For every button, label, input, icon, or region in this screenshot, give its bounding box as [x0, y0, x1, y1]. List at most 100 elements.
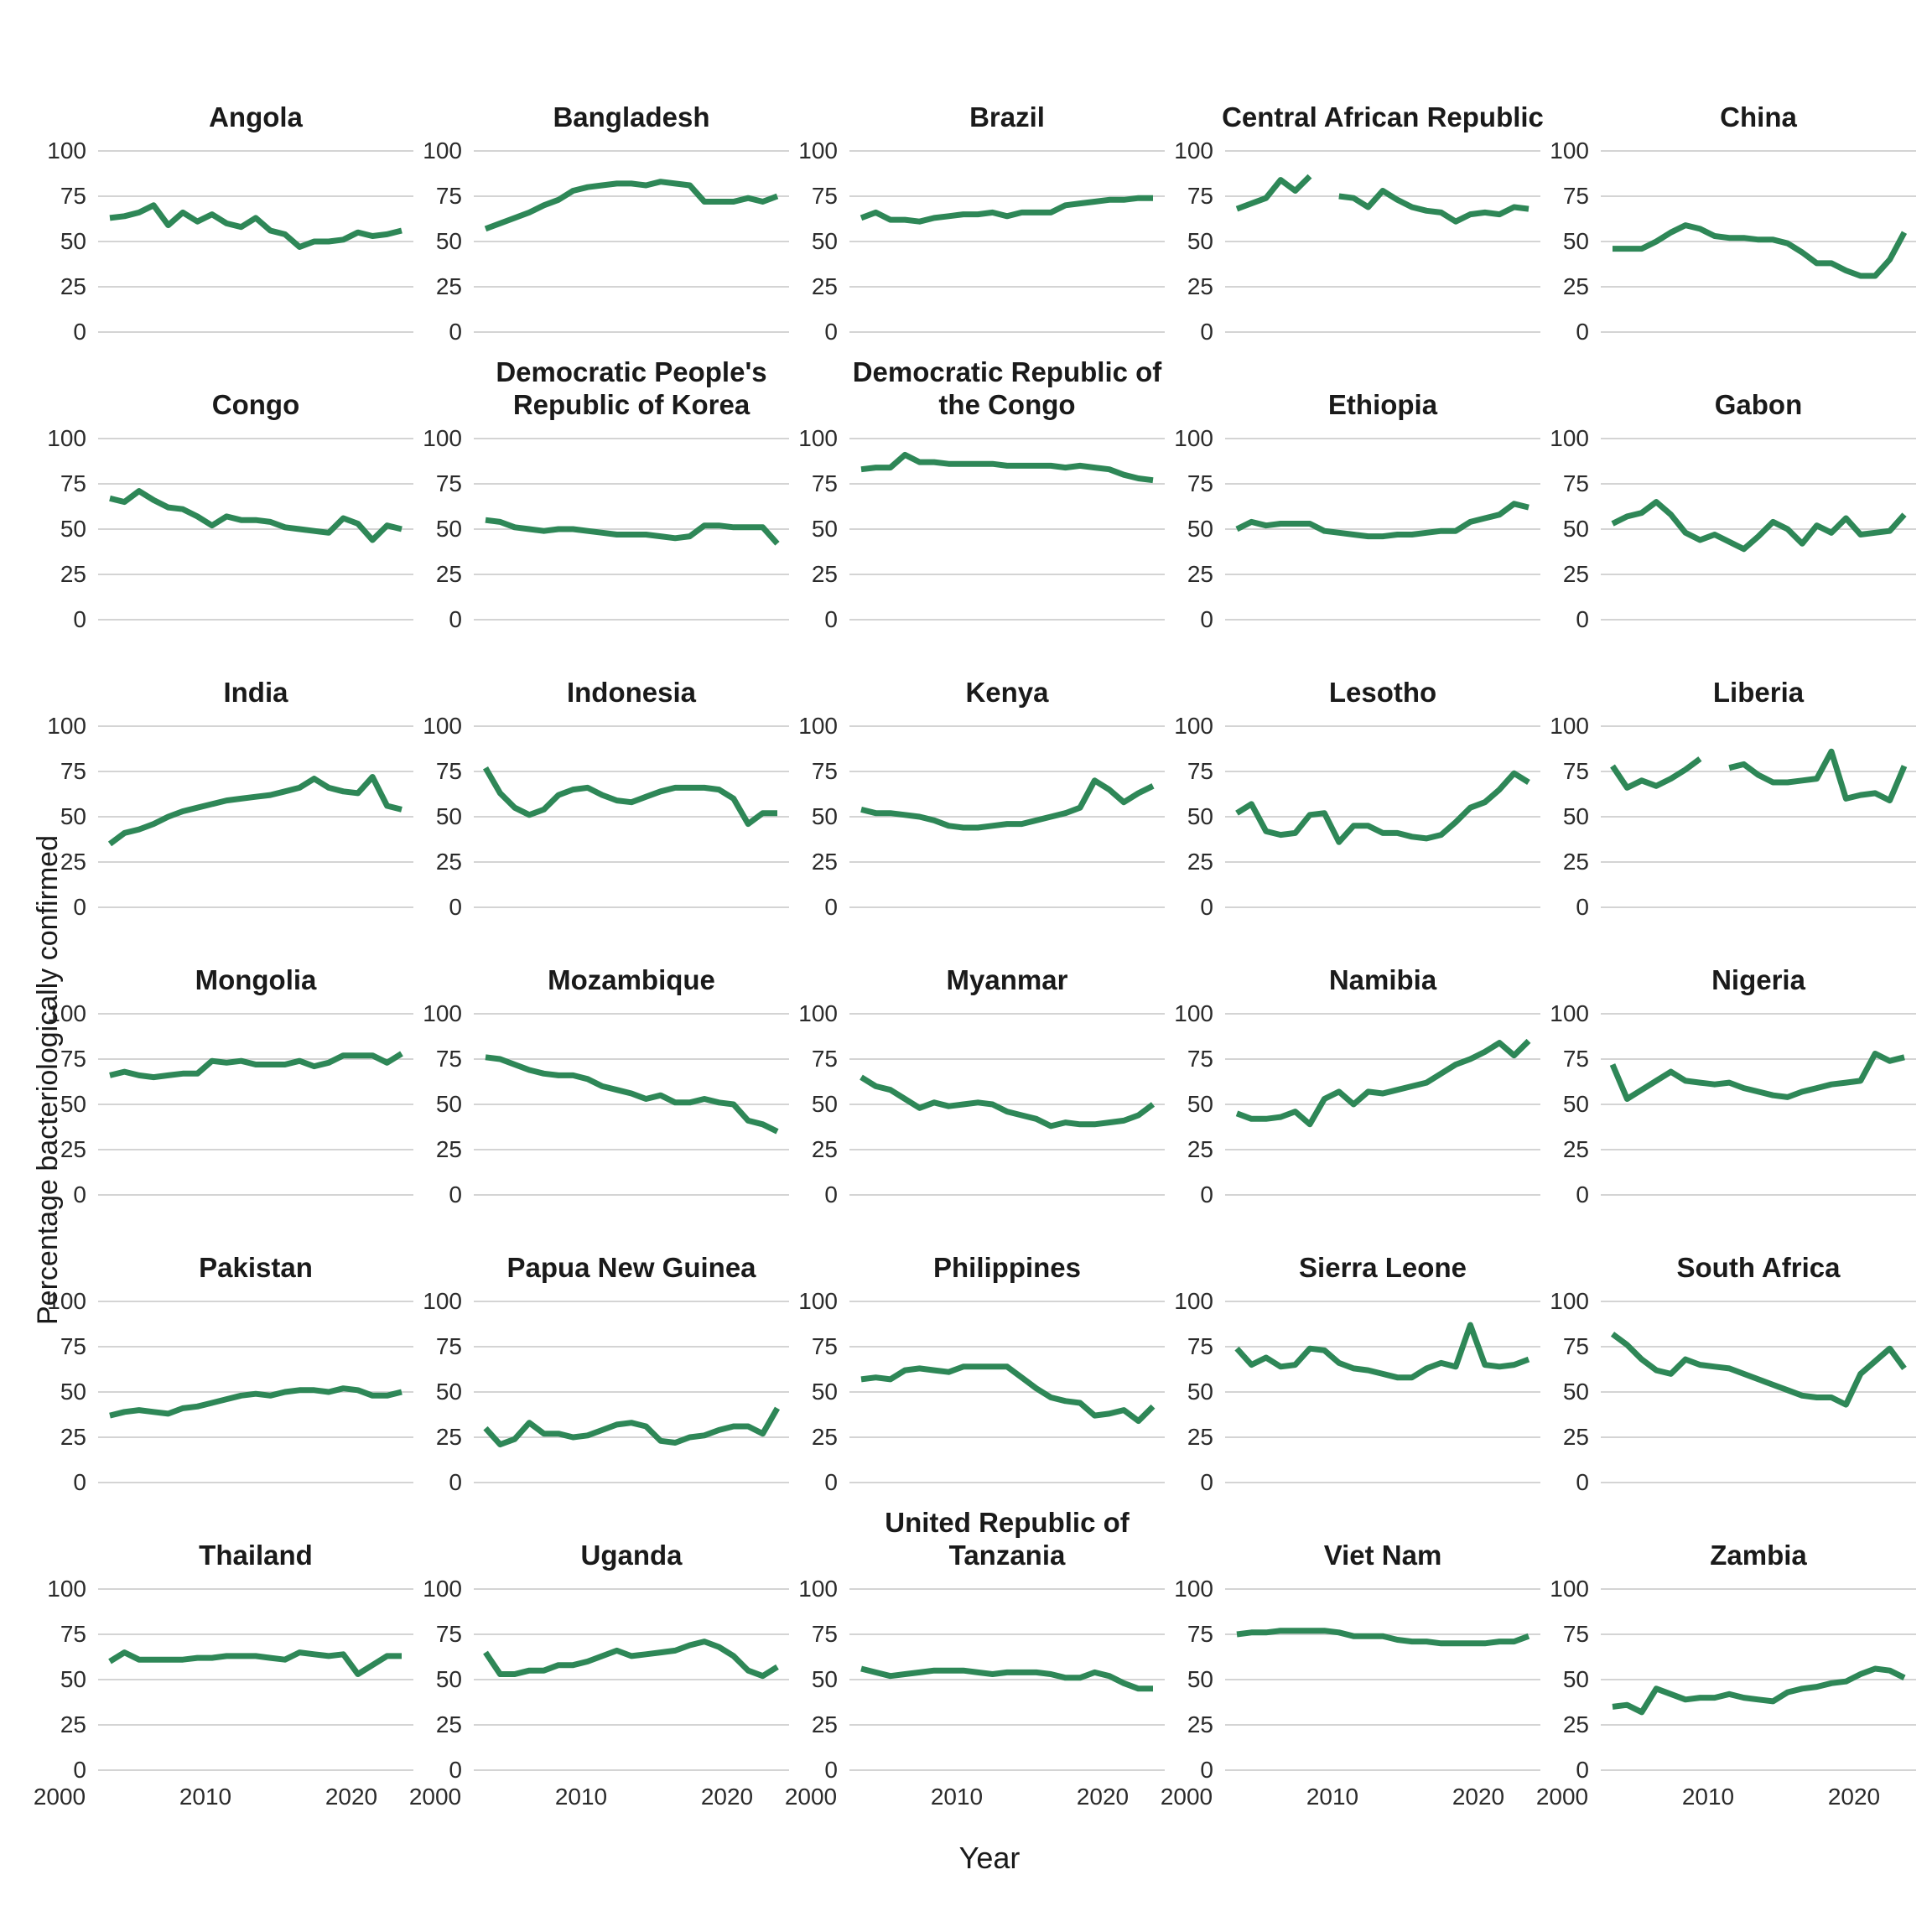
y-tick-label: 50: [1187, 1666, 1213, 1692]
facet-title: Zambia: [1710, 1540, 1807, 1571]
y-tick-label: 0: [1200, 606, 1213, 632]
y-tick-label: 100: [798, 1288, 838, 1314]
y-tick-label: 25: [435, 1136, 462, 1162]
line-chart: [1601, 438, 1916, 621]
data-line: [1338, 188, 1530, 225]
y-tick-label: 100: [47, 713, 86, 739]
y-tick-label: 75: [60, 1046, 86, 1072]
facet-title: Pakistan: [199, 1252, 313, 1284]
y-tick-label: 50: [1562, 1379, 1589, 1405]
line-chart: [1601, 1301, 1916, 1483]
data-line: [1235, 770, 1530, 845]
line-chart: [474, 1588, 789, 1771]
y-tick-label: 75: [60, 1333, 86, 1359]
y-tick-label: 0: [1200, 1182, 1213, 1208]
line-chart: [98, 1588, 413, 1771]
y-axis-title: Percentage bacteriologically confirmed: [32, 835, 64, 1325]
y-tick-label: 25: [1562, 1424, 1589, 1450]
data-line: [1611, 499, 1907, 553]
line-chart: [1601, 1013, 1916, 1196]
y-tick-label: 25: [435, 1424, 462, 1450]
y-tick-label: 50: [60, 228, 86, 254]
y-tick-label: 50: [811, 228, 838, 254]
y-tick-label: 0: [449, 1469, 462, 1495]
data-line: [1234, 1322, 1530, 1381]
y-tick-label: 75: [1187, 183, 1213, 209]
y-tick-label: 75: [1187, 1333, 1213, 1359]
y-tick-label: 75: [811, 470, 838, 496]
facet-title: Democratic Republic of the Congo: [852, 356, 1162, 421]
y-tick-label: 100: [47, 138, 86, 164]
y-tick-label: 100: [47, 1576, 86, 1602]
y-tick-label: 25: [60, 1136, 86, 1162]
data-line: [483, 1639, 779, 1680]
facet-title: Gabon: [1714, 389, 1803, 421]
y-tick-label: 50: [1562, 803, 1589, 829]
data-line: [1236, 1628, 1530, 1647]
y-tick-label: 25: [60, 273, 86, 299]
y-tick-label: 50: [60, 1666, 86, 1692]
y-tick-label: 100: [1550, 138, 1589, 164]
y-tick-label: 25: [811, 1711, 838, 1737]
facet-title: Namibia: [1328, 964, 1437, 996]
y-tick-label: 0: [1200, 319, 1213, 345]
x-tick-label: 2010: [554, 1784, 608, 1810]
y-tick-label: 0: [824, 319, 838, 345]
y-tick-label: 75: [1562, 470, 1589, 496]
y-tick-label: 75: [811, 183, 838, 209]
y-tick-label: 100: [47, 1000, 86, 1026]
y-tick-label: 50: [435, 516, 462, 542]
y-tick-label: 25: [435, 273, 462, 299]
data-line: [860, 195, 1153, 225]
x-tick-label: 2020: [1452, 1784, 1505, 1810]
y-tick-label: 25: [60, 561, 86, 587]
y-tick-label: 50: [1187, 516, 1213, 542]
y-tick-label: 25: [435, 1711, 462, 1737]
y-tick-label: 100: [423, 1000, 462, 1026]
line-chart: [1225, 1301, 1540, 1483]
data-line: [482, 766, 777, 828]
facet-title: Lesotho: [1328, 677, 1437, 709]
y-tick-label: 100: [798, 425, 838, 451]
y-tick-label: 0: [824, 1469, 838, 1495]
y-tick-label: 25: [60, 1711, 86, 1737]
facet-title: Bangladesh: [553, 101, 710, 133]
y-tick-label: 75: [1562, 1046, 1589, 1072]
y-tick-label: 0: [449, 319, 462, 345]
y-tick-label: 25: [1187, 1711, 1213, 1737]
line-chart: [1225, 1013, 1540, 1196]
y-tick-label: 25: [1562, 1136, 1589, 1162]
facet-title: Angola: [209, 101, 303, 133]
y-tick-label: 0: [1576, 1757, 1589, 1783]
y-tick-label: 25: [1562, 273, 1589, 299]
facet-title: Ethiopia: [1327, 389, 1438, 421]
data-line: [109, 1385, 402, 1419]
y-tick-label: 100: [423, 713, 462, 739]
line-chart: [474, 1013, 789, 1196]
y-tick-label: 75: [1562, 183, 1589, 209]
line-chart: [849, 150, 1165, 333]
data-line: [109, 488, 402, 543]
x-tick-label: 2000: [1160, 1784, 1213, 1810]
line-chart: [1225, 725, 1540, 908]
facet-title: Sierra Leone: [1299, 1252, 1467, 1284]
data-line: [483, 1406, 781, 1448]
y-tick-label: 75: [1187, 1621, 1213, 1647]
y-tick-label: 0: [73, 1469, 86, 1495]
line-chart: [1225, 438, 1540, 621]
line-chart: [849, 1588, 1165, 1771]
y-tick-label: 100: [1174, 425, 1213, 451]
facet-title: Congo: [211, 389, 300, 421]
y-tick-label: 0: [449, 1182, 462, 1208]
data-line: [109, 202, 402, 250]
line-chart: [1225, 150, 1540, 333]
facet-title: Kenya: [965, 677, 1049, 709]
y-tick-label: 25: [60, 1424, 86, 1450]
y-tick-label: 100: [1174, 1288, 1213, 1314]
x-tick-label: 2010: [179, 1784, 232, 1810]
y-tick-label: 50: [1562, 228, 1589, 254]
y-tick-label: 100: [1550, 1576, 1589, 1602]
y-tick-label: 25: [1187, 1136, 1213, 1162]
line-chart: [849, 438, 1165, 621]
